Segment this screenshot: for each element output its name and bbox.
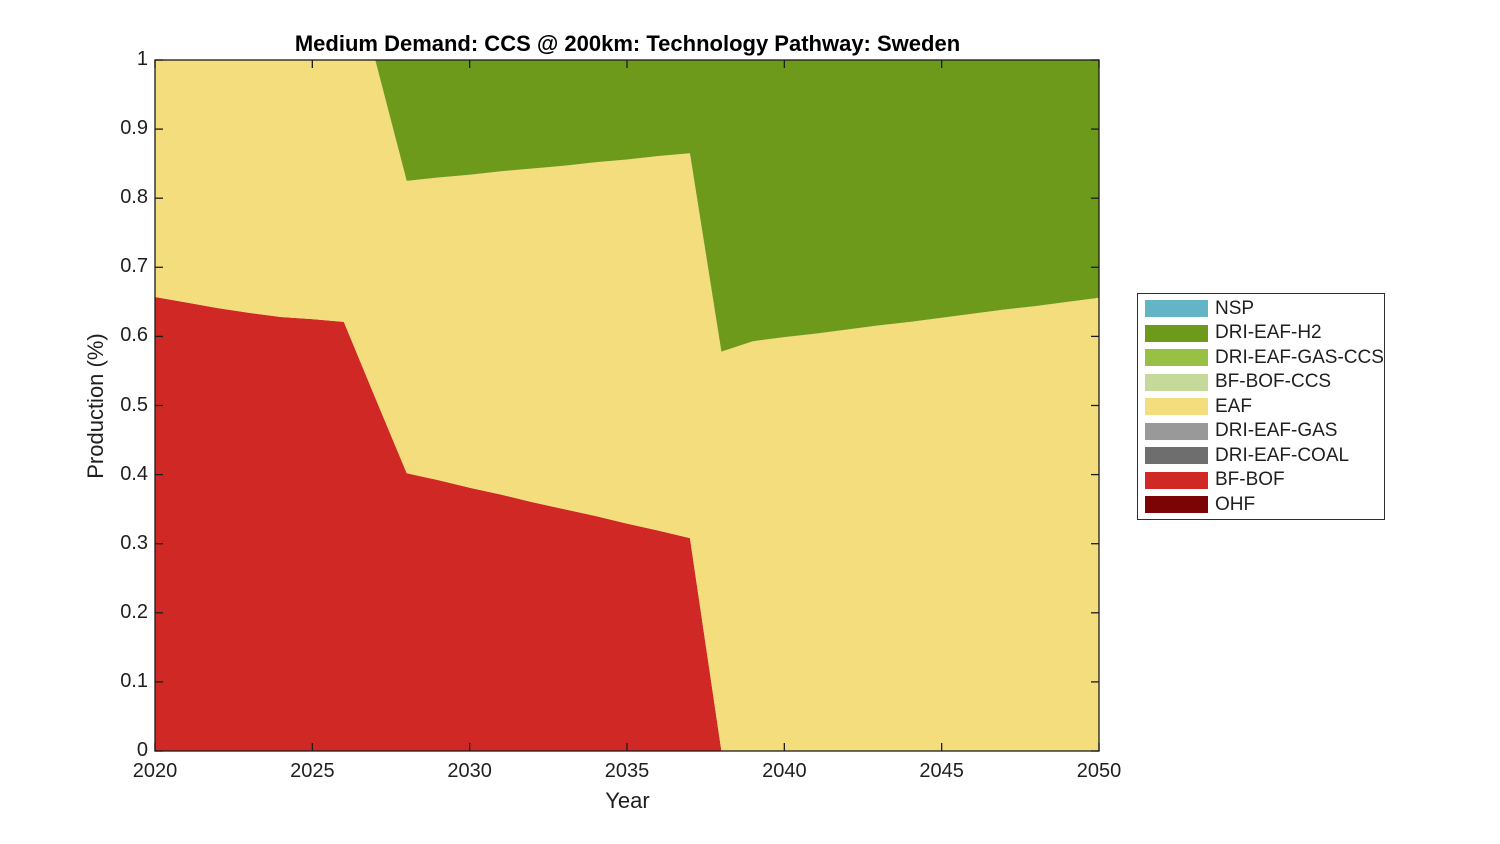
y-tick-label: 0.7: [120, 255, 148, 278]
y-tick-label: 0.6: [120, 324, 148, 347]
x-tick-label: 2050: [1076, 760, 1122, 782]
x-tick-label: 2040: [762, 760, 807, 782]
legend-swatch-DRI-EAF-GAS-CCS: [1145, 349, 1208, 366]
legend-swatch-NSP: [1145, 300, 1208, 317]
legend-label: NSP: [1215, 297, 1255, 319]
legend-item-NSP: NSP: [1145, 296, 1384, 321]
x-tick-label: 2035: [604, 760, 650, 782]
area-series-EAF: [155, 60, 1099, 751]
legend-label: OHF: [1215, 493, 1256, 515]
area-series-DRI-EAF-H2: [155, 60, 1099, 352]
legend-swatch-OHF: [1145, 496, 1208, 513]
legend-label: BF-BOF: [1215, 469, 1285, 490]
legend-label: DRI-EAF-COAL: [1215, 444, 1350, 466]
legend-item-OHF: OHF: [1145, 492, 1384, 517]
x-tick-label: 2020: [132, 760, 178, 782]
y-tick-label: 0.2: [120, 600, 148, 623]
y-tick-label: 0.3: [120, 531, 148, 554]
legend-item-DRI-EAF-COAL: DRI-EAF-COAL: [1145, 443, 1384, 468]
legend-label: BF-BOF-CCS: [1215, 371, 1332, 392]
legend-label: EAF: [1215, 395, 1252, 417]
legend-item-EAF: EAF: [1145, 394, 1384, 419]
legend: NSP DRI-EAF-H2 DRI-EAF-GAS-CCS BF-BOF-CCS EA…: [1137, 293, 1385, 520]
legend-item-BF-BOF-CCS: BF-BOF-CCS: [1145, 370, 1384, 395]
x-tick-label: 2030: [447, 760, 492, 782]
legend-label: DRI-EAF-GAS-CCS: [1215, 346, 1384, 368]
legend-swatch-BF-BOF-CCS: [1145, 373, 1208, 391]
legend-swatch-EAF: [1145, 398, 1208, 415]
legend-item-DRI-EAF-GAS: DRI-EAF-GAS: [1145, 419, 1384, 444]
legend-swatch-DRI-EAF-H2: [1145, 324, 1208, 342]
chart-title: Medium Demand: CCS @ 200km: Technology P…: [294, 31, 961, 56]
legend-item-DRI-EAF-GAS-CCS: DRI-EAF-GAS-CCS: [1145, 345, 1384, 370]
y-tick-label: 0.4: [120, 462, 148, 485]
legend-swatch-DRI-EAF-GAS: [1145, 422, 1208, 440]
y-tick-label: 0.1: [120, 669, 148, 692]
legend-label: DRI-EAF-H2: [1215, 322, 1322, 343]
y-tick-label: 0.5: [120, 393, 148, 416]
legend-swatch-DRI-EAF-COAL: [1145, 447, 1208, 464]
y-tick-label: 0.9: [120, 117, 148, 140]
legend-item-BF-BOF: BF-BOF: [1145, 468, 1384, 493]
y-tick-label: 0: [136, 739, 148, 761]
y-tick-label: 0.8: [120, 186, 148, 209]
legend-swatch-BF-BOF: [1145, 471, 1208, 489]
legend-item-DRI-EAF-H2: DRI-EAF-H2: [1145, 321, 1384, 346]
y-tick-label: 1: [136, 48, 148, 70]
x-tick-label: 2045: [919, 760, 964, 782]
legend-label: DRI-EAF-GAS: [1215, 420, 1338, 441]
x-axis-label: Year: [605, 788, 650, 813]
x-tick-label: 2025: [290, 760, 335, 782]
area-series-BF-BOF: [155, 297, 1099, 751]
